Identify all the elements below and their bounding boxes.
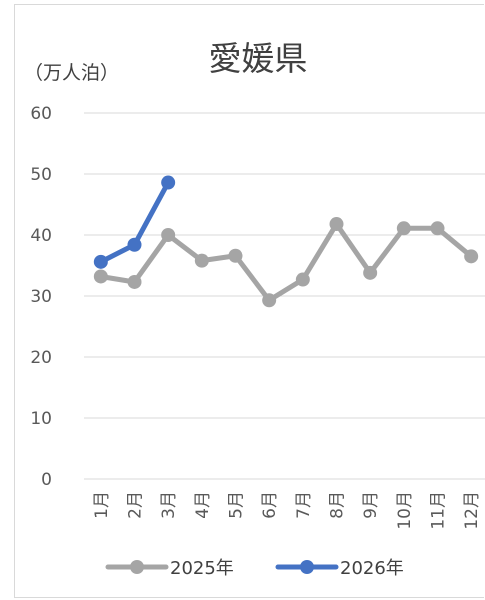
data-point [93, 254, 108, 269]
data-point [161, 228, 176, 242]
x-tick-label: 1月 [92, 491, 112, 519]
y-tick-label: 20 [30, 348, 52, 368]
data-point [127, 237, 142, 252]
legend-label: 2026年 [340, 558, 404, 579]
x-tick-label: 12月 [462, 491, 482, 530]
data-point [262, 293, 277, 308]
x-tick-label: 4月 [193, 491, 213, 519]
y-tick-label: 40 [30, 226, 52, 246]
gridlines [84, 112, 485, 480]
data-point [430, 221, 445, 236]
x-tick-label: 2月 [126, 491, 146, 519]
data-point [161, 175, 176, 190]
data-point [228, 248, 243, 263]
legend-point-marker [130, 560, 144, 574]
data-point [363, 265, 378, 280]
y-tick-label: 10 [30, 409, 52, 429]
legend-point-marker [300, 560, 314, 574]
x-tick-label: 10月 [395, 491, 415, 530]
data-point [396, 221, 411, 236]
series-2 [93, 175, 176, 269]
data-point [464, 249, 479, 264]
data-point [93, 269, 108, 284]
y-tick-label: 30 [30, 287, 52, 307]
y-axis-ticks: 0 10 20 30 40 50 60 [30, 104, 52, 490]
data-point [295, 272, 310, 287]
x-tick-label: 6月 [260, 491, 280, 519]
y-tick-label: 60 [30, 104, 52, 124]
y-axis-unit-label: （万人泊） [24, 62, 119, 84]
x-tick-label: 7月 [294, 491, 314, 519]
x-tick-label: 5月 [227, 491, 247, 519]
x-tick-label: 11月 [429, 491, 449, 530]
y-tick-label: 50 [30, 165, 52, 185]
x-axis-ticks: 1月 2月 3月 4月 5月 6月 7月 8月 9月 10月 11月 12月 [92, 491, 482, 530]
data-point [194, 253, 209, 268]
chart-title: 愛媛県 [209, 39, 308, 78]
legend-label: 2025年 [170, 558, 234, 579]
data-point [329, 217, 344, 232]
chart-frame [14, 4, 484, 598]
data-point [127, 274, 142, 289]
x-tick-label: 9月 [361, 491, 381, 519]
series-lines [93, 175, 479, 308]
y-tick-label: 0 [41, 470, 52, 490]
x-tick-label: 3月 [159, 491, 179, 519]
legend: 2025年 2026年 [105, 558, 404, 579]
series-1 [93, 217, 479, 308]
x-tick-label: 8月 [328, 491, 348, 519]
